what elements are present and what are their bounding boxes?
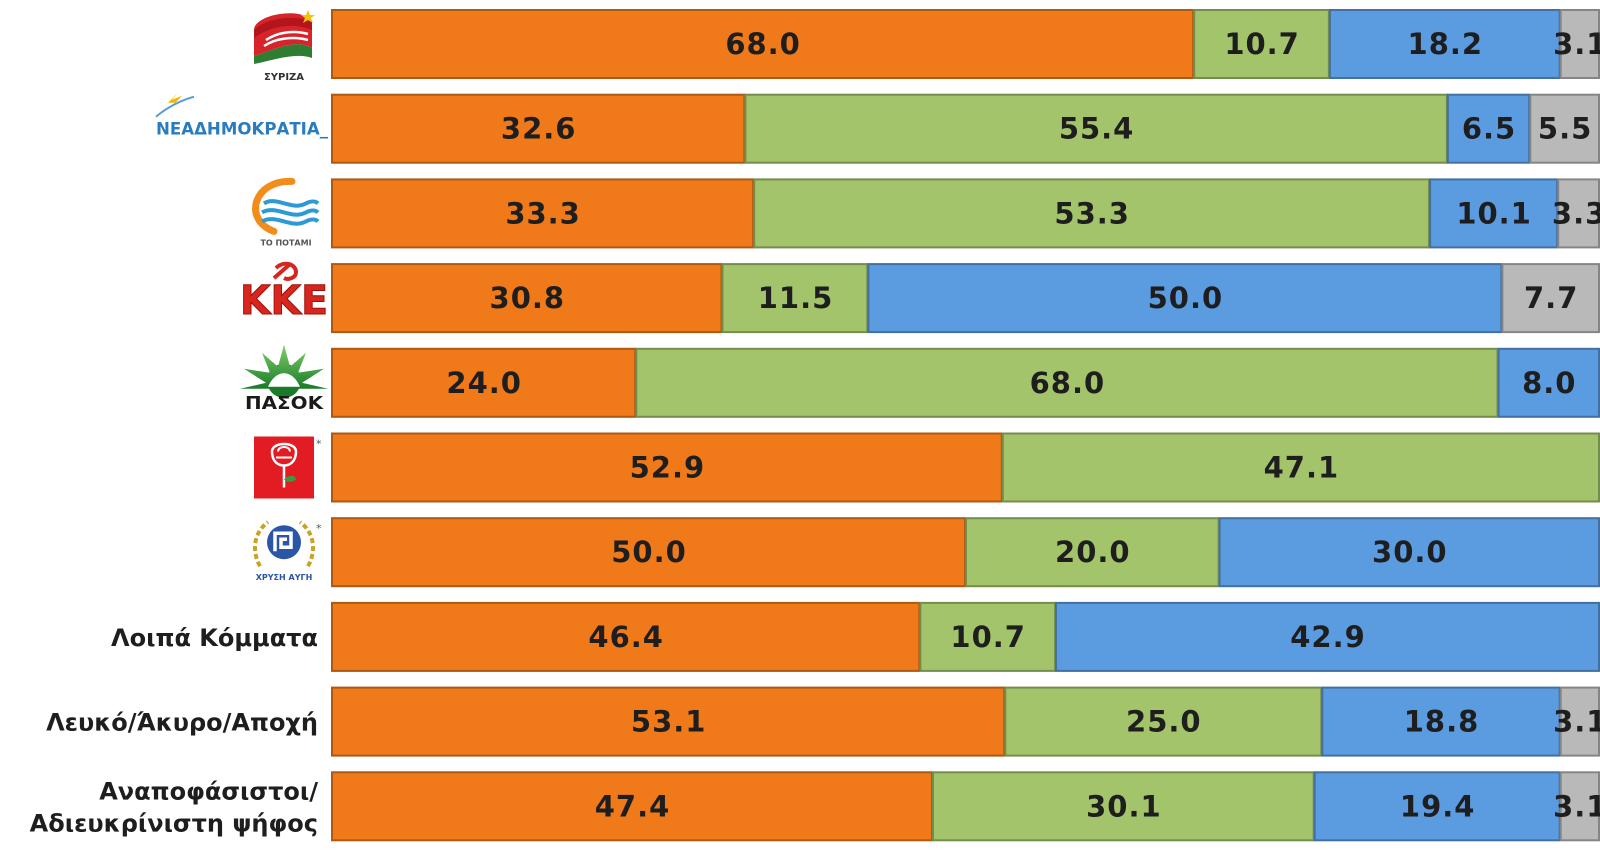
data-label: 10.1: [1456, 196, 1532, 230]
bar-segment: [331, 178, 755, 249]
bar-segment: [1218, 517, 1600, 588]
bar-segment: [1429, 178, 1559, 249]
bar-segment: [1193, 9, 1330, 79]
bar-segment: [1004, 686, 1323, 757]
data-label: 30.8: [490, 281, 566, 315]
svg-text:ΠΑΣΟΚ: ΠΑΣΟΚ: [245, 393, 324, 414]
data-label: 32.6: [501, 112, 577, 146]
data-label: 10.7: [1224, 27, 1300, 61]
data-label: 55.4: [1059, 112, 1135, 146]
data-label: 19.4: [1400, 789, 1476, 823]
data-label: 3.3: [1552, 196, 1600, 230]
pasok-logo-icon: ΠΑΣΟΚ: [240, 344, 328, 414]
data-label: 6.5: [1462, 112, 1516, 146]
bar-segment: [331, 686, 1006, 757]
bar-segment: [331, 601, 921, 672]
svg-text:ΤΟ ΠΟΤΑΜΙ: ΤΟ ΠΟΤΑΜΙ: [260, 238, 311, 247]
data-label: 11.5: [758, 281, 834, 315]
to-potami-logo-icon: ΤΟ ΠΟΤΑΜΙ: [252, 177, 320, 247]
logo-footnote-mark: *: [316, 522, 322, 535]
syriza-logo-icon: ΣΥΡΙΖΑ: [254, 10, 315, 83]
bar-segment: [331, 263, 723, 334]
data-label: 3.1: [1553, 705, 1600, 739]
data-label: 42.9: [1290, 620, 1366, 654]
data-label: 47.1: [1264, 451, 1340, 485]
kke-logo-icon: ΚΚΕ: [240, 261, 329, 325]
bar-segment: [1055, 601, 1600, 672]
logo-footnote-mark: *: [316, 438, 322, 451]
bar-segment: [721, 263, 869, 334]
bar-segment: [867, 263, 1503, 334]
bar-segment: [331, 347, 637, 418]
data-label: 25.0: [1126, 705, 1202, 739]
data-label: 52.9: [630, 451, 706, 485]
data-label: 8.0: [1522, 366, 1576, 400]
golden-dawn-logo-icon: ΧΡΥΣΗ ΑΥΓΗ: [252, 520, 316, 582]
bar-segment: [1501, 263, 1600, 334]
bar-segment: [1557, 178, 1600, 249]
data-label: 3.1: [1553, 789, 1600, 823]
data-label: 30.1: [1086, 789, 1162, 823]
data-label: 53.1: [631, 705, 707, 739]
bars-layer: 68.0 10.7 18.2 3.1 32.6 55.4 6.5 5.5 33.3 53.3 10.…: [331, 9, 1600, 842]
bar-segment: [331, 93, 746, 164]
category-label: Αδιευκρίνιστη ψήφος: [30, 809, 318, 837]
data-label: 50.0: [1148, 281, 1224, 315]
data-label: 46.4: [588, 620, 664, 654]
bar-segment: [1446, 93, 1531, 164]
bar-segment: [1559, 771, 1600, 842]
data-label: 47.4: [595, 789, 671, 823]
data-label: 50.0: [611, 535, 687, 569]
rose-logo-icon: [254, 436, 314, 499]
row-labels-layer: Λοιπά Κόμματα Λευκό/Άκυρο/Αποχή Αναποφάσισ…: [30, 624, 319, 837]
bar-segment: [331, 432, 1003, 503]
bar-segment: [1559, 686, 1600, 757]
data-label: 20.0: [1055, 535, 1131, 569]
data-label: 3.1: [1553, 27, 1600, 61]
data-label: 33.3: [505, 196, 581, 230]
bar-segment: [744, 93, 1448, 164]
bar-segment: [1313, 771, 1561, 842]
data-label: 68.0: [1030, 366, 1106, 400]
bar-segment: [965, 517, 1220, 588]
bar-segment: [753, 178, 1430, 249]
bar-segment: [635, 347, 1499, 418]
data-label: 18.8: [1404, 705, 1480, 739]
category-label: Αναποφάσιστοι/: [99, 777, 318, 805]
data-label: 68.0: [725, 27, 801, 61]
data-label: 53.3: [1054, 196, 1130, 230]
category-label: Λοιπά Κόμματα: [111, 624, 318, 652]
bar-segment: [1529, 93, 1600, 164]
bar-segment: [331, 517, 966, 588]
data-label: 5.5: [1538, 112, 1592, 146]
data-label: 30.0: [1372, 535, 1448, 569]
data-label: 10.7: [950, 620, 1026, 654]
bar-segment: [331, 9, 1195, 79]
svg-text:ΝΕΑΔΗΜΟΚΡΑΤΙΑ_: ΝΕΑΔΗΜΟΚΡΑΤΙΑ_: [156, 120, 328, 140]
category-label: Λευκό/Άκυρο/Αποχή: [46, 709, 318, 737]
svg-text:ΣΥΡΙΖΑ: ΣΥΡΙΖΑ: [264, 72, 304, 83]
svg-text:ΧΡΥΣΗ ΑΥΓΗ: ΧΡΥΣΗ ΑΥΓΗ: [256, 573, 313, 582]
bar-segment: [1559, 9, 1600, 79]
data-label: 7.7: [1524, 281, 1578, 315]
bar-segment: [1497, 347, 1600, 418]
data-label: 18.2: [1408, 27, 1484, 61]
svg-text:ΚΚΕ: ΚΚΕ: [240, 278, 328, 324]
bar-segment: [1001, 432, 1600, 503]
nea-dimokratia-logo-icon: ΝΕΑΔΗΜΟΚΡΑΤΙΑ_: [155, 92, 328, 140]
bar-segment: [1328, 9, 1561, 79]
data-label: 24.0: [446, 366, 522, 400]
